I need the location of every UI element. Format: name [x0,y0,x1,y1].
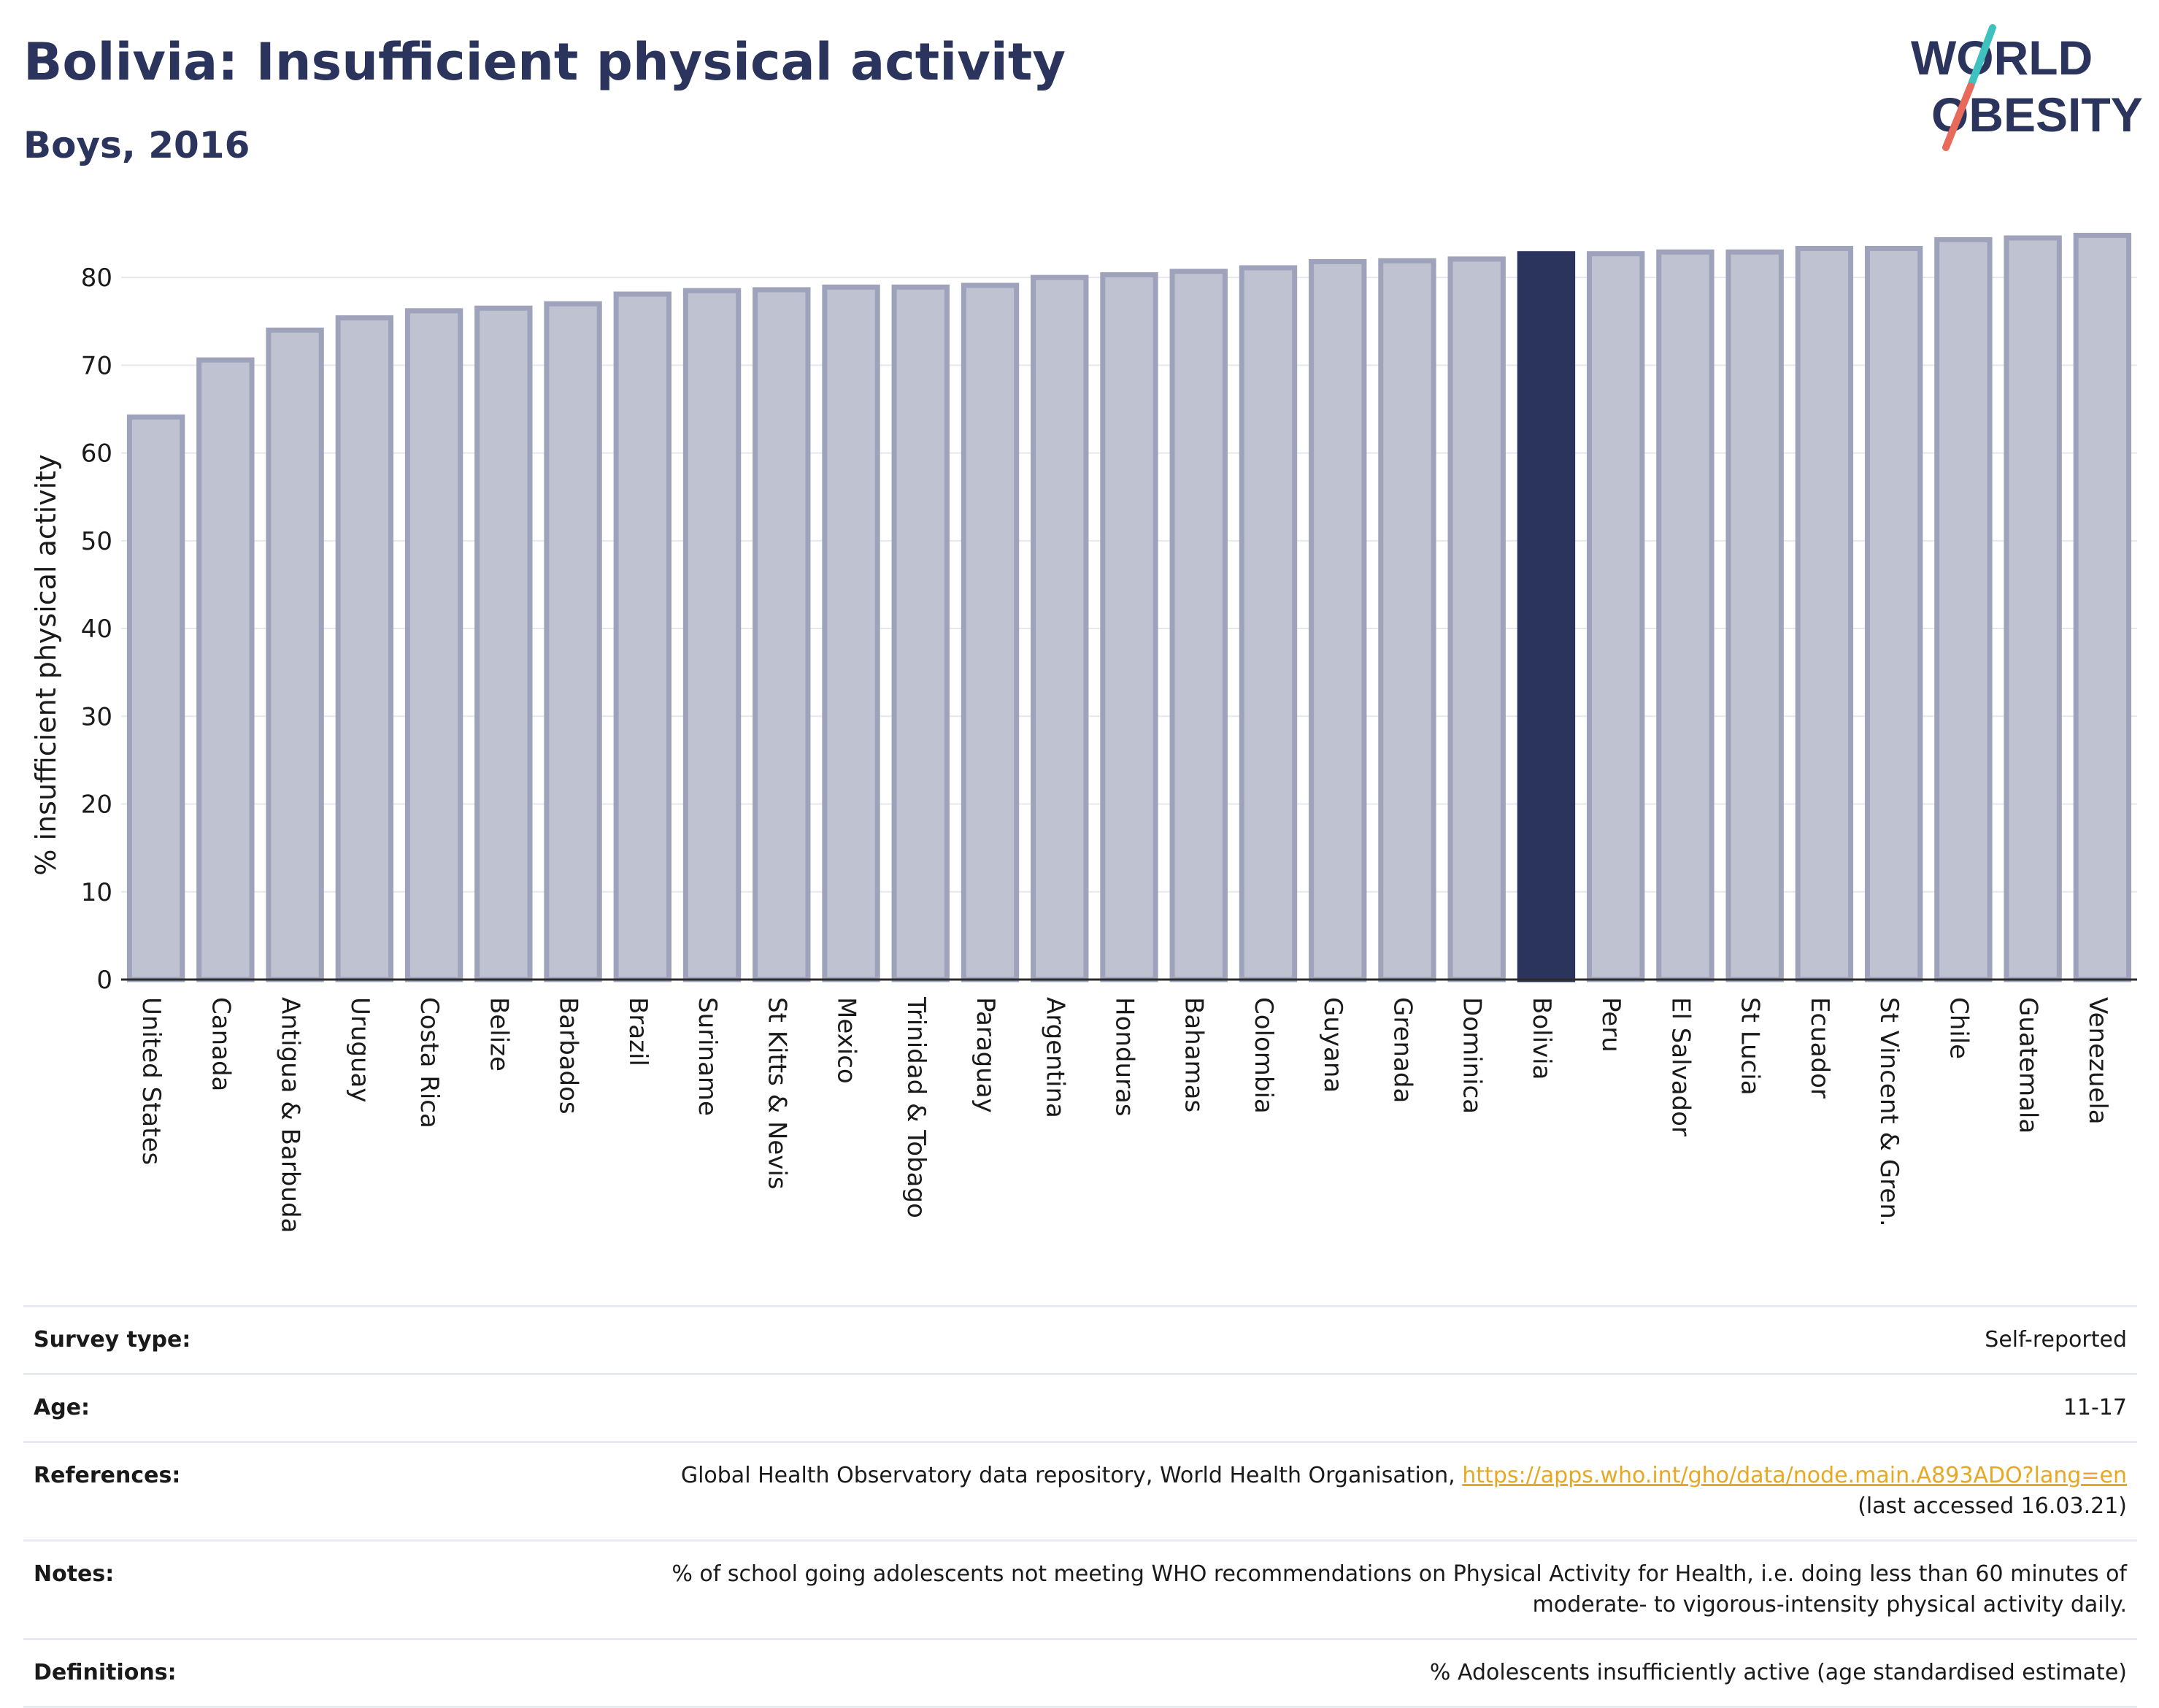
y-tick-label: 60 [81,439,112,469]
world-obesity-logo-graphic: WORLD OBESITY [1911,24,2143,151]
y-tick-label: 0 [96,966,112,995]
x-tick-label: Antigua & Barbuda [276,997,305,1233]
x-tick-label: Belize [484,997,513,1072]
x-tick-label: St Vincent & Gren. [1874,997,1904,1227]
logo-slash-coral [1942,82,1974,151]
y-tick-label: 10 [81,878,112,907]
logo-text-world: WORLD [1911,31,2093,85]
x-tick-label: Trinidad & Tobago [901,996,931,1218]
x-tick-label: Colombia [1249,997,1278,1114]
y-tick-label: 80 [81,263,112,293]
bar [1864,245,1923,982]
survey-type-value: Self-reported [1985,1327,2127,1353]
bar [961,282,1020,982]
bar [1169,269,1228,982]
bar [753,287,811,982]
notes-label: Notes: [34,1561,115,1587]
age-label: Age: [34,1395,91,1420]
bar [544,301,602,982]
bar-chart: 0 10 20 30 40 50 60 70 80 United States Canada Anti… [30,232,2137,1233]
definitions-value: % Adolescents insufficiently active (age… [1429,1660,2127,1685]
x-tick-label: Grenada [1388,997,1417,1103]
x-tick-label: Suriname [693,997,722,1116]
bar-highlighted [1517,251,1576,982]
x-tick-label: Costa Rica [415,997,444,1128]
bar [1031,274,1089,982]
x-tick-label: El Salvador [1666,997,1695,1136]
bar [1934,236,1993,982]
x-tick-label: Venezuela [2083,997,2112,1125]
notes-value: % of school going adolescents not meetin… [671,1559,2127,1620]
y-tick-label: 50 [81,527,112,556]
info-row-definitions: Definitions: % Adolescents insufficientl… [23,1640,2137,1708]
x-tick-label: Ecuador [1805,997,1834,1099]
logo-slash-teal [1967,24,1996,90]
bar [126,414,185,982]
bar [266,327,324,982]
bar [1586,251,1645,982]
x-tick-label: St Kitts & Nevis [762,997,791,1190]
bar [891,284,950,982]
y-axis-label: % insufficient physical activity [30,454,62,875]
definitions-label: Definitions: [34,1660,177,1685]
page-subtitle: Boys, 2016 [23,124,250,166]
bar [2073,232,2132,982]
references-value: Global Health Observatory data repositor… [681,1461,2127,1522]
age-value: 11-17 [2063,1395,2127,1420]
x-tick-label: Bahamas [1179,997,1209,1112]
x-tick-label: Dominica [1458,997,1487,1114]
notes-line-1: % of school going adolescents not meetin… [671,1561,2127,1587]
x-tick-label: Mexico [832,997,861,1084]
x-tick-label: Honduras [1110,997,1139,1117]
y-tick-label: 20 [81,790,112,820]
x-tick-label: St Lucia [1736,997,1765,1096]
x-tick-label: Argentina [1040,997,1069,1118]
bar [404,308,463,982]
bar [2004,235,2062,982]
bar [1378,258,1436,982]
bar [1309,258,1367,982]
bar [1447,256,1506,982]
page-title: Bolivia: Insufficient physical activity [23,32,1066,92]
bar [196,357,255,982]
bar [474,305,533,982]
bar [1725,249,1784,982]
info-row-age: Age: 11-17 [23,1375,2137,1443]
bar [1656,249,1715,982]
x-tick-label: Barbados [554,997,583,1115]
info-row-references: References: Global Health Observatory da… [23,1443,2137,1542]
bar [335,315,394,982]
y-tick-label: 30 [81,702,112,731]
x-tick-label: Canada [206,997,235,1091]
bar [682,288,742,982]
references-link[interactable]: https://apps.who.int/gho/data/node.main.… [1462,1463,2127,1488]
x-tick-label: Chile [1944,997,1973,1059]
x-tick-label: Guatemala [2014,997,2043,1134]
x-tick-label: Paraguay [971,997,1000,1113]
bar [1100,272,1158,982]
references-accessed: (last accessed 16.03.21) [1858,1493,2127,1519]
bar [822,284,880,982]
info-table: Survey type: Self-reported Age: 11-17 Re… [23,1305,2137,1708]
bars [126,232,2132,982]
info-row-survey-type: Survey type: Self-reported [23,1307,2137,1375]
y-tick-label: 70 [81,351,112,380]
y-tick-label: 40 [81,615,112,644]
x-tick-label: Bolivia [1527,997,1556,1080]
x-tick-label: United States [136,997,166,1165]
x-tick-label: Guyana [1318,997,1347,1093]
bar [1239,265,1298,982]
survey-type-label: Survey type: [34,1327,191,1353]
references-label: References: [34,1463,181,1488]
x-tick-label: Peru [1596,997,1625,1053]
info-row-notes: Notes: % of school going adolescents not… [23,1542,2137,1640]
world-obesity-logo: WORLD OBESITY [1898,22,2146,153]
x-tick-label: Brazil [623,997,653,1066]
bar [613,291,672,982]
x-tick-label: Uruguay [345,997,374,1103]
notes-line-2: moderate- to vigorous-intensity physical… [1532,1592,2127,1617]
axes: 0 10 20 30 40 50 60 70 80 United States Canada Anti… [81,263,2137,1233]
references-text: Global Health Observatory data repositor… [680,1463,1455,1488]
bar [1795,245,1854,982]
